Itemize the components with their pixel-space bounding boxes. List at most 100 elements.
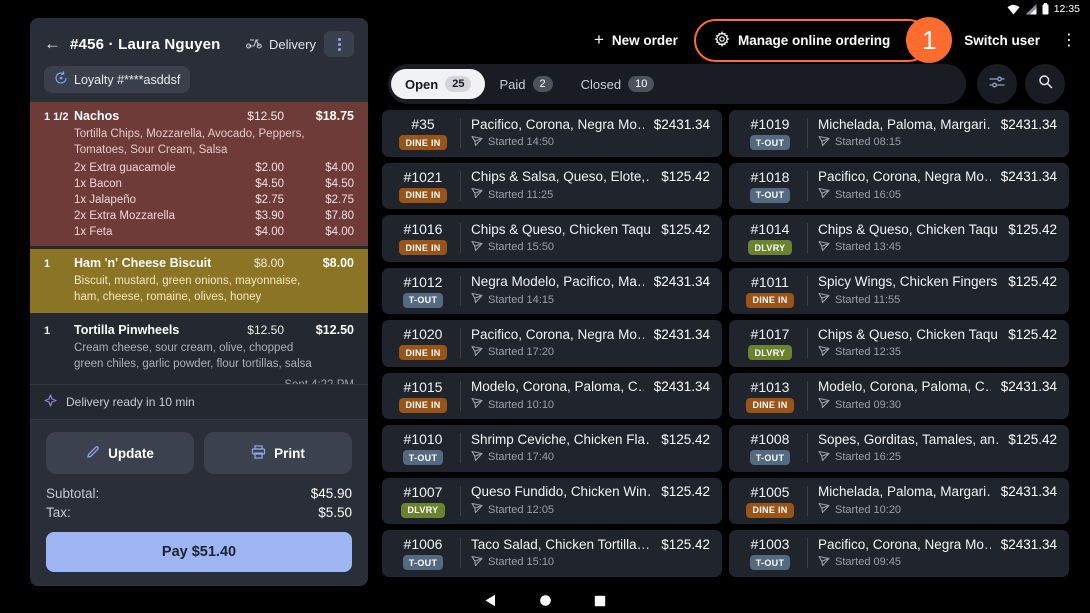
- modifier-name: 1x Feta: [74, 226, 113, 239]
- item-qty: 1: [44, 325, 51, 338]
- order-total: $125.42: [661, 221, 710, 237]
- order-type-badge: DINE IN: [746, 397, 794, 413]
- tax-value: $5.50: [318, 505, 352, 520]
- switch-user-button[interactable]: Switch user: [964, 32, 1040, 48]
- loyalty-chip[interactable]: Loyalty #****asddsf: [44, 66, 191, 93]
- filter-sliders-icon: [989, 75, 1005, 94]
- tab-label: Closed: [580, 76, 622, 92]
- order-total: $2431.34: [1000, 116, 1057, 132]
- divider: [807, 380, 808, 411]
- started-flag-icon: [471, 135, 483, 150]
- item-description: Biscuit, mustard, green onions, mayonnai…: [74, 275, 301, 304]
- order-card[interactable]: #35 DINE IN Pacifico, Corona, Negra Mo… $24…: [382, 110, 722, 157]
- order-items-list: 1 1/2 Nachos $12.50 $18.75 Tortilla Chip…: [30, 102, 368, 384]
- tab-label: Open: [405, 76, 439, 92]
- modifier-name: 2x Extra Mozzarella: [74, 210, 175, 223]
- order-card[interactable]: #1013 DINE IN Modelo, Corona, Paloma, C… $2…: [729, 372, 1069, 419]
- cellular-signal-icon: [1025, 3, 1037, 15]
- pencil-icon: [86, 445, 100, 462]
- modifier-row: 1x Feta $4.00 $4.00: [44, 226, 354, 238]
- item-total-price: $18.75: [315, 109, 354, 123]
- order-card[interactable]: #1016 DINE IN Chips & Queso, Chicken Taqu……: [382, 215, 722, 262]
- order-card[interactable]: #1021 DINE IN Chips & Salsa, Queso, Elote,…: [382, 162, 722, 209]
- manage-online-ordering-button[interactable]: Manage online ordering: [702, 23, 902, 58]
- order-menu-button[interactable]: [324, 31, 354, 57]
- order-total: $2431.34: [1000, 169, 1057, 185]
- order-number: #1011: [751, 273, 789, 290]
- home-nav-icon[interactable]: [539, 594, 552, 607]
- order-card[interactable]: #1007 DLVRY Queso Fundido, Chicken Win… $12…: [382, 477, 722, 524]
- divider: [460, 433, 461, 464]
- order-items-summary: Queso Fundido, Chicken Win…: [471, 484, 652, 500]
- order-items-summary: Chips & Queso, Chicken Taqu…: [818, 326, 999, 342]
- order-total: $125.42: [1008, 221, 1057, 237]
- divider: [460, 538, 461, 569]
- order-detail-panel: ← #456 · Laura Nguyen Delivery: [30, 18, 368, 586]
- modifier-row: 1x Bacon $4.50 $4.50: [44, 178, 354, 190]
- order-started-time: Started 17:40: [488, 451, 555, 464]
- order-card[interactable]: #1017 DLVRY Chips & Queso, Chicken Taqu… $1…: [729, 320, 1069, 367]
- order-started-time: Started 12:35: [835, 346, 902, 359]
- sent-timestamp: Sent 4:22 PM: [44, 379, 354, 384]
- order-number: #1012: [403, 273, 443, 290]
- order-items-summary: Spicy Wings, Chicken Fingers…: [818, 274, 999, 290]
- recents-nav-icon[interactable]: [594, 595, 606, 607]
- item-unit-price: $12.50: [247, 323, 284, 338]
- loyalty-icon: [54, 71, 68, 88]
- order-card[interactable]: #1010 T-OUT Shrimp Ceviche, Chicken Fla… $1…: [382, 425, 722, 472]
- order-total: $125.42: [661, 431, 710, 447]
- overflow-menu-button[interactable]: ⋮: [1061, 32, 1077, 49]
- order-item-biscuit[interactable]: 1 Ham 'n' Cheese Biscuit $8.00 $8.00 Bis…: [30, 249, 368, 314]
- order-items-summary: Pacifico, Corona, Negra Mo…: [818, 169, 991, 185]
- order-items-summary: Sopes, Gorditas, Tamales, an…: [818, 431, 999, 447]
- order-footer: Update Print Subtotal: $45.90 Tax: $5.50: [30, 419, 368, 586]
- back-button[interactable]: ←: [44, 34, 61, 53]
- order-number: #1014: [750, 221, 790, 238]
- back-nav-icon[interactable]: [484, 594, 497, 607]
- order-card[interactable]: #1015 DINE IN Modelo, Corona, Paloma, C… $2…: [382, 372, 722, 419]
- order-number: #1015: [403, 378, 443, 395]
- order-started-time: Started 11:25: [488, 188, 554, 201]
- order-card[interactable]: #1008 T-OUT Sopes, Gorditas, Tamales, an… $…: [729, 425, 1069, 472]
- order-items-summary: Chips & Queso, Chicken Taqu…: [471, 221, 652, 237]
- tab-open[interactable]: Open 25: [391, 69, 486, 99]
- delivery-ready-note: Delivery ready in 10 min: [30, 384, 368, 419]
- divider: [807, 170, 808, 201]
- filter-button[interactable]: [977, 64, 1017, 104]
- divider: [807, 275, 808, 306]
- order-item-nachos[interactable]: 1 1/2 Nachos $12.50 $18.75 Tortilla Chip…: [30, 102, 368, 247]
- tab-closed[interactable]: Closed 10: [567, 69, 669, 99]
- kebab-icon: [337, 37, 341, 51]
- divider: [807, 485, 808, 516]
- order-number: #1010: [403, 431, 443, 448]
- order-card[interactable]: #1006 T-OUT Taco Salad, Chicken Tortilla… $…: [382, 530, 722, 577]
- order-total: $125.42: [1008, 274, 1057, 290]
- order-number: #1003: [750, 536, 790, 553]
- status-tabs: Open 25 Paid 2 Closed 10: [388, 64, 966, 104]
- subtotal-value: $45.90: [310, 486, 352, 501]
- order-card[interactable]: #1018 T-OUT Pacifico, Corona, Negra Mo… $24…: [729, 162, 1069, 209]
- print-button[interactable]: Print: [204, 432, 352, 474]
- update-button[interactable]: Update: [46, 432, 194, 474]
- search-button[interactable]: [1025, 64, 1065, 104]
- new-order-button[interactable]: + New order: [593, 30, 678, 49]
- gear-icon: [714, 30, 730, 50]
- started-flag-icon: [818, 555, 830, 570]
- order-card[interactable]: #1019 T-OUT Michelada, Paloma, Margari… $24…: [729, 110, 1069, 157]
- pay-button[interactable]: Pay $51.40: [46, 532, 352, 572]
- order-card[interactable]: #1012 T-OUT Negra Modelo, Pacifico, Ma… $24…: [382, 267, 722, 314]
- tab-paid[interactable]: Paid 2: [485, 69, 566, 99]
- order-card[interactable]: #1014 DLVRY Chips & Queso, Chicken Taqu… $1…: [729, 215, 1069, 262]
- order-number: #1006: [403, 536, 443, 553]
- order-item-pinwheels[interactable]: 1 Tortilla Pinwheels $12.50 $12.50 Cream…: [30, 316, 368, 384]
- order-started-time: Started 15:50: [488, 241, 555, 254]
- order-card[interactable]: #1005 DINE IN Michelada, Paloma, Margari… $…: [729, 477, 1069, 524]
- order-started-time: Started 11:55: [835, 293, 901, 306]
- order-card[interactable]: #1020 DINE IN Pacifico, Corona, Negra Mo… $…: [382, 320, 722, 367]
- divider: [807, 118, 808, 149]
- started-flag-icon: [818, 502, 830, 517]
- order-total: $125.42: [661, 536, 710, 552]
- divider: [460, 223, 461, 254]
- order-card[interactable]: #1011 DINE IN Spicy Wings, Chicken Fingers…: [729, 267, 1069, 314]
- order-card[interactable]: #1003 T-OUT Pacifico, Corona, Negra Mo… $24…: [729, 530, 1069, 577]
